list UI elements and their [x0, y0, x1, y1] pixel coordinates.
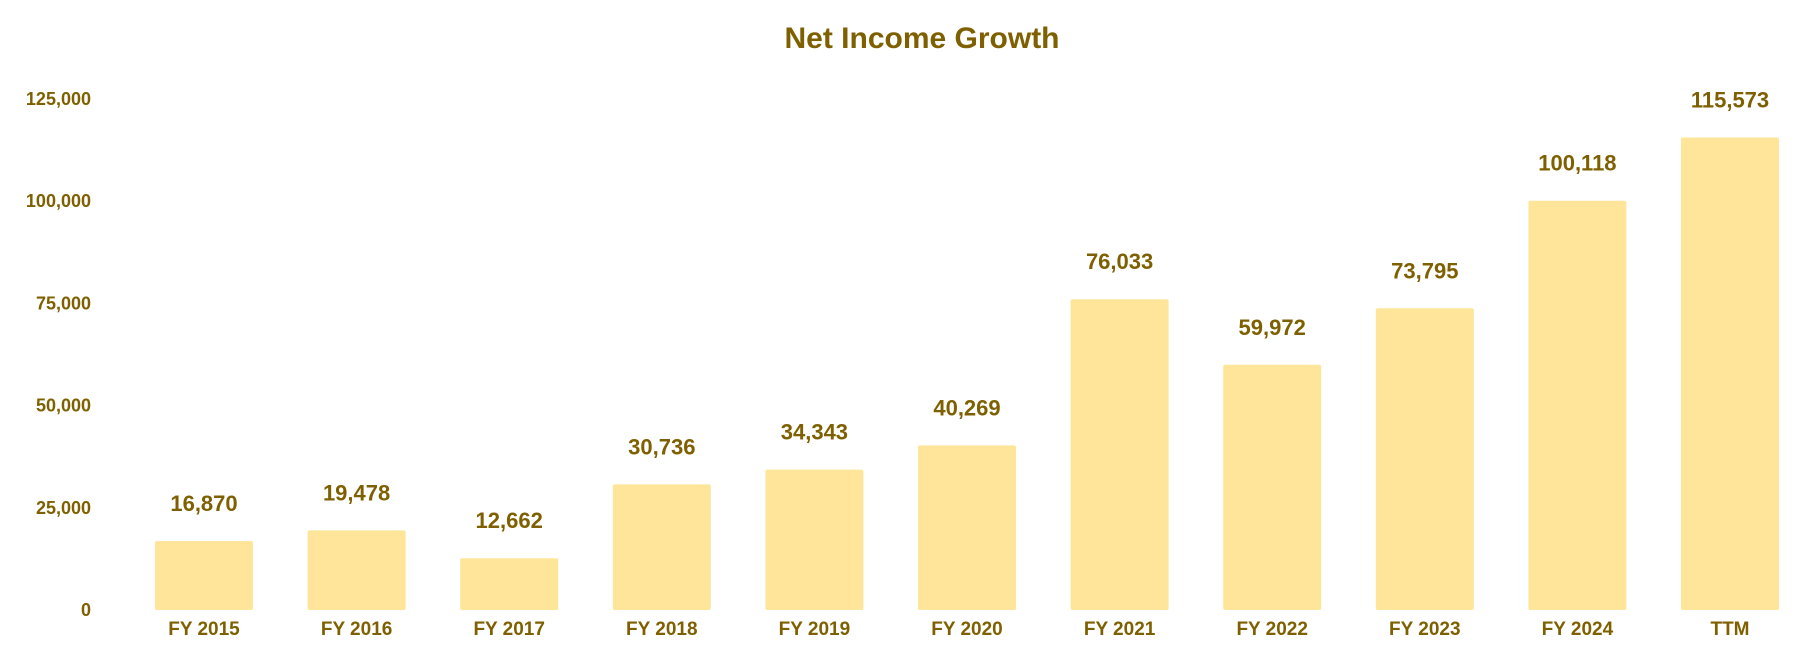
y-tick-label: 100,000: [26, 191, 91, 211]
bar: [765, 469, 864, 610]
bars: [155, 137, 1779, 610]
x-axis: FY 2015 FY 2016 FY 2017 FY 2018 FY 2019 FY 20…: [168, 619, 1749, 640]
bar: [1223, 364, 1322, 610]
bar: [1070, 299, 1169, 610]
bar: [1528, 200, 1627, 610]
data-label: 115,573: [1691, 88, 1769, 113]
data-label: 16,870: [170, 491, 237, 516]
bar: [155, 541, 253, 610]
data-label: 76,033: [1086, 249, 1153, 274]
y-axis: 0 25,000 50,000 75,000 100,000 125,000: [26, 89, 91, 620]
x-tick-label: FY 2023: [1389, 619, 1460, 640]
x-tick-label: FY 2020: [931, 619, 1002, 640]
x-tick-label: FY 2015: [168, 619, 240, 640]
x-tick-label: TTM: [1710, 619, 1749, 640]
y-tick-label: 25,000: [36, 498, 91, 518]
data-label: 30,736: [628, 434, 695, 459]
bar: [1681, 137, 1779, 610]
bar: [1375, 308, 1474, 610]
data-label: 12,662: [476, 508, 543, 533]
data-label: 59,972: [1239, 315, 1306, 340]
y-tick-label: 125,000: [26, 89, 91, 109]
data-label: 19,478: [323, 480, 390, 505]
x-tick-label: FY 2019: [779, 619, 850, 640]
data-labels: 16,870 19,478 12,662 30,736 34,343 40,269 76,0…: [170, 88, 1769, 534]
x-tick-label: FY 2024: [1542, 619, 1614, 640]
y-tick-label: 0: [81, 600, 91, 620]
x-tick-label: FY 2021: [1084, 619, 1156, 640]
y-tick-label: 75,000: [36, 293, 91, 313]
chart-title: Net Income Growth: [784, 22, 1059, 55]
data-label: 100,118: [1538, 151, 1616, 176]
bar: [307, 530, 406, 610]
bar: [918, 445, 1016, 610]
data-label: 40,269: [933, 395, 1000, 420]
x-tick-label: FY 2018: [626, 619, 697, 640]
x-tick-label: FY 2022: [1236, 619, 1307, 640]
data-label: 34,343: [781, 420, 848, 445]
bar: [460, 558, 559, 610]
x-tick-label: FY 2016: [321, 619, 392, 640]
bar: [612, 484, 711, 610]
y-tick-label: 50,000: [36, 396, 91, 416]
data-label: 73,795: [1391, 258, 1458, 283]
x-tick-label: FY 2017: [473, 619, 544, 640]
